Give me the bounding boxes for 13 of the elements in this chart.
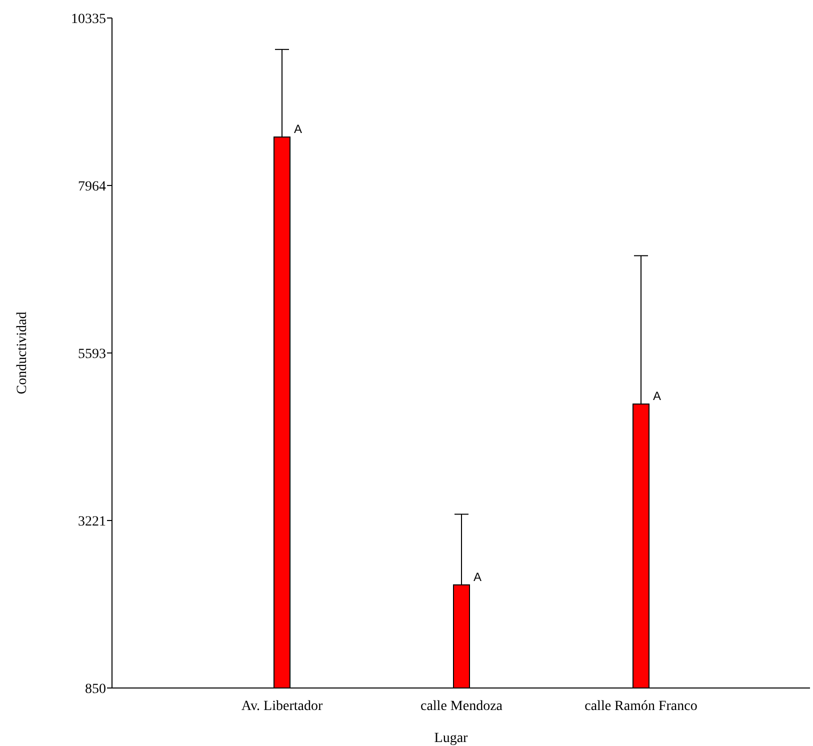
x-tick-label: calle Mendoza (420, 699, 504, 714)
y-tick-label: 850 (85, 682, 106, 697)
y-axis-title: Conductividad (15, 312, 30, 394)
annotation: A (294, 122, 302, 136)
annotation: A (474, 570, 482, 584)
x-tick-label: Av. Libertador (241, 699, 323, 714)
y-tick-label: 5593 (78, 346, 106, 362)
y-tick-label: 3221 (78, 514, 106, 530)
annotation: A (653, 389, 662, 404)
y-tick-label: 10335 (71, 12, 106, 27)
x-axis-title: Lugar (434, 731, 468, 746)
y-tick-label: 7964 (78, 179, 106, 194)
x-tick-label: calle Ramón Franco (584, 699, 698, 714)
